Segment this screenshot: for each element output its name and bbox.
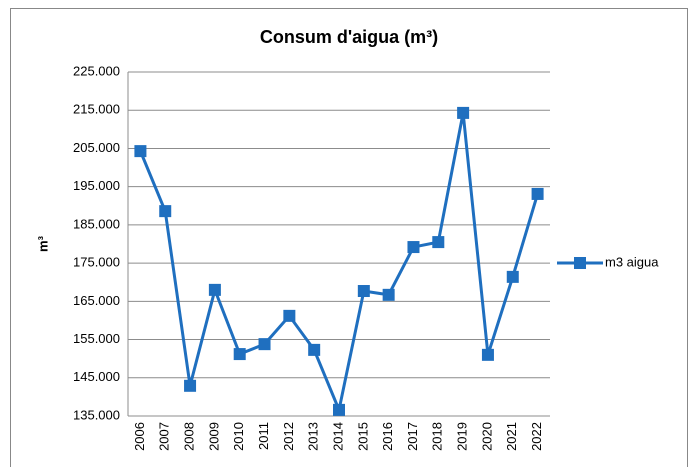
data-point bbox=[382, 288, 395, 301]
data-point bbox=[333, 403, 345, 416]
x-tick-label: 2017 bbox=[405, 422, 420, 451]
x-tick-label: 2008 bbox=[181, 422, 196, 451]
x-tick-label: 2021 bbox=[504, 422, 519, 451]
data-point bbox=[283, 309, 296, 322]
data-point bbox=[233, 348, 246, 361]
x-tick-label: 2019 bbox=[455, 422, 470, 451]
data-point bbox=[258, 338, 271, 351]
data-point bbox=[308, 343, 321, 356]
y-tick-label: 225.000 bbox=[73, 63, 120, 78]
data-point bbox=[407, 241, 420, 254]
y-tick-label: 175.000 bbox=[73, 255, 120, 270]
x-tick-label: 2022 bbox=[529, 422, 544, 451]
data-point bbox=[506, 270, 519, 283]
data-point bbox=[357, 285, 370, 298]
x-tick-label: 2015 bbox=[355, 422, 370, 451]
y-tick-label: 205.000 bbox=[73, 140, 120, 155]
x-tick-label: 2020 bbox=[479, 422, 494, 451]
legend-marker bbox=[574, 257, 586, 269]
data-point bbox=[481, 348, 494, 361]
y-tick-label: 185.000 bbox=[73, 216, 120, 231]
data-point bbox=[134, 145, 147, 158]
x-tick-label: 2010 bbox=[231, 422, 246, 451]
x-tick-label: 2012 bbox=[281, 422, 296, 451]
x-tick-label: 2011 bbox=[256, 422, 271, 450]
legend-label: m3 aigua bbox=[605, 254, 659, 269]
y-tick-label: 165.000 bbox=[73, 293, 120, 308]
x-tick-label: 2006 bbox=[132, 422, 147, 451]
x-tick-label: 2009 bbox=[206, 422, 221, 451]
y-tick-label: 155.000 bbox=[73, 331, 120, 346]
x-tick-label: 2018 bbox=[430, 422, 445, 451]
chart-frame bbox=[10, 8, 688, 467]
y-tick-label: 135.000 bbox=[73, 407, 120, 422]
data-point bbox=[531, 187, 544, 200]
data-point bbox=[432, 236, 445, 249]
data-point bbox=[184, 379, 197, 392]
y-axis-label: m³ bbox=[35, 235, 50, 252]
data-point bbox=[159, 205, 172, 218]
x-tick-label: 2016 bbox=[380, 422, 395, 451]
y-tick-label: 195.000 bbox=[73, 178, 120, 193]
x-tick-label: 2007 bbox=[157, 422, 172, 451]
data-point bbox=[457, 106, 470, 119]
x-tick-label: 2014 bbox=[330, 422, 345, 451]
chart-title: Consum d'aigua (m³) bbox=[260, 27, 438, 47]
y-tick-label: 215.000 bbox=[73, 102, 120, 117]
x-tick-label: 2013 bbox=[306, 422, 321, 451]
y-tick-label: 145.000 bbox=[73, 369, 120, 384]
data-point bbox=[208, 283, 221, 296]
